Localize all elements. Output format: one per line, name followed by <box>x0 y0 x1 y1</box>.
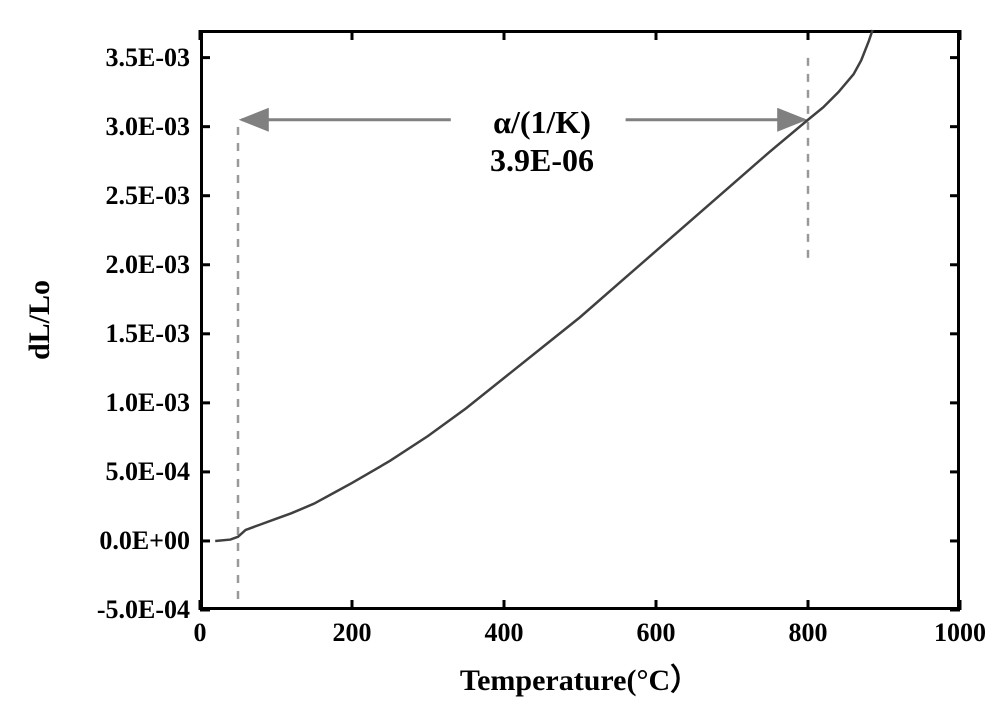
y-tick-label: 3.5E-03 <box>106 43 191 73</box>
y-tick-label: 0.0E+00 <box>99 526 190 556</box>
x-axis-label: Temperature(°C） <box>460 655 700 699</box>
x-tick-label: 400 <box>485 618 524 648</box>
annotation-line2: 3.9E-06 <box>490 141 594 179</box>
y-tick-label: 2.0E-03 <box>106 250 191 280</box>
chart-container: dL/Lo Temperature(°C） α/(1/K) 3.9E-06 -5… <box>0 0 1000 709</box>
y-tick-label: 1.0E-03 <box>106 388 191 418</box>
x-tick-label: 1000 <box>934 618 986 648</box>
y-tick-label: -5.0E-04 <box>97 595 190 625</box>
y-tick-label: 5.0E-04 <box>106 457 191 487</box>
annotation-line1: α/(1/K) <box>490 103 594 141</box>
x-tick-label: 200 <box>333 618 372 648</box>
x-tick-label: 800 <box>789 618 828 648</box>
y-tick-label: 2.5E-03 <box>106 181 191 211</box>
x-tick-label: 600 <box>637 618 676 648</box>
y-axis-label: dL/Lo <box>23 280 57 360</box>
x-tick-label: 0 <box>194 618 207 648</box>
y-tick-label: 1.5E-03 <box>106 319 191 349</box>
y-tick-label: 3.0E-03 <box>106 112 191 142</box>
alpha-annotation: α/(1/K) 3.9E-06 <box>490 103 594 180</box>
